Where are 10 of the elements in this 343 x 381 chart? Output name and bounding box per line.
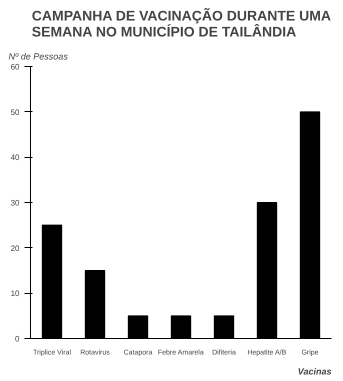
y-tick-label: 20 [10,244,20,253]
y-tick-label: 10 [10,289,20,298]
y-tick-label: 40 [10,153,20,162]
y-tick-label: 0 [15,334,20,344]
chart-title: CAMPANHA DE VACINAÇÃO DURANTE UMA SEMANA NO MUNICÍPIO DE TAILÂNDIA [32,8,331,40]
y-tick-label: 60 [10,62,20,72]
y-tick-label: 50 [10,108,20,117]
x-axis-title: Vacinas [298,366,332,376]
y-tick-label: 30 [10,198,20,208]
y-axis-title: Nº de Pessoas [8,52,68,62]
